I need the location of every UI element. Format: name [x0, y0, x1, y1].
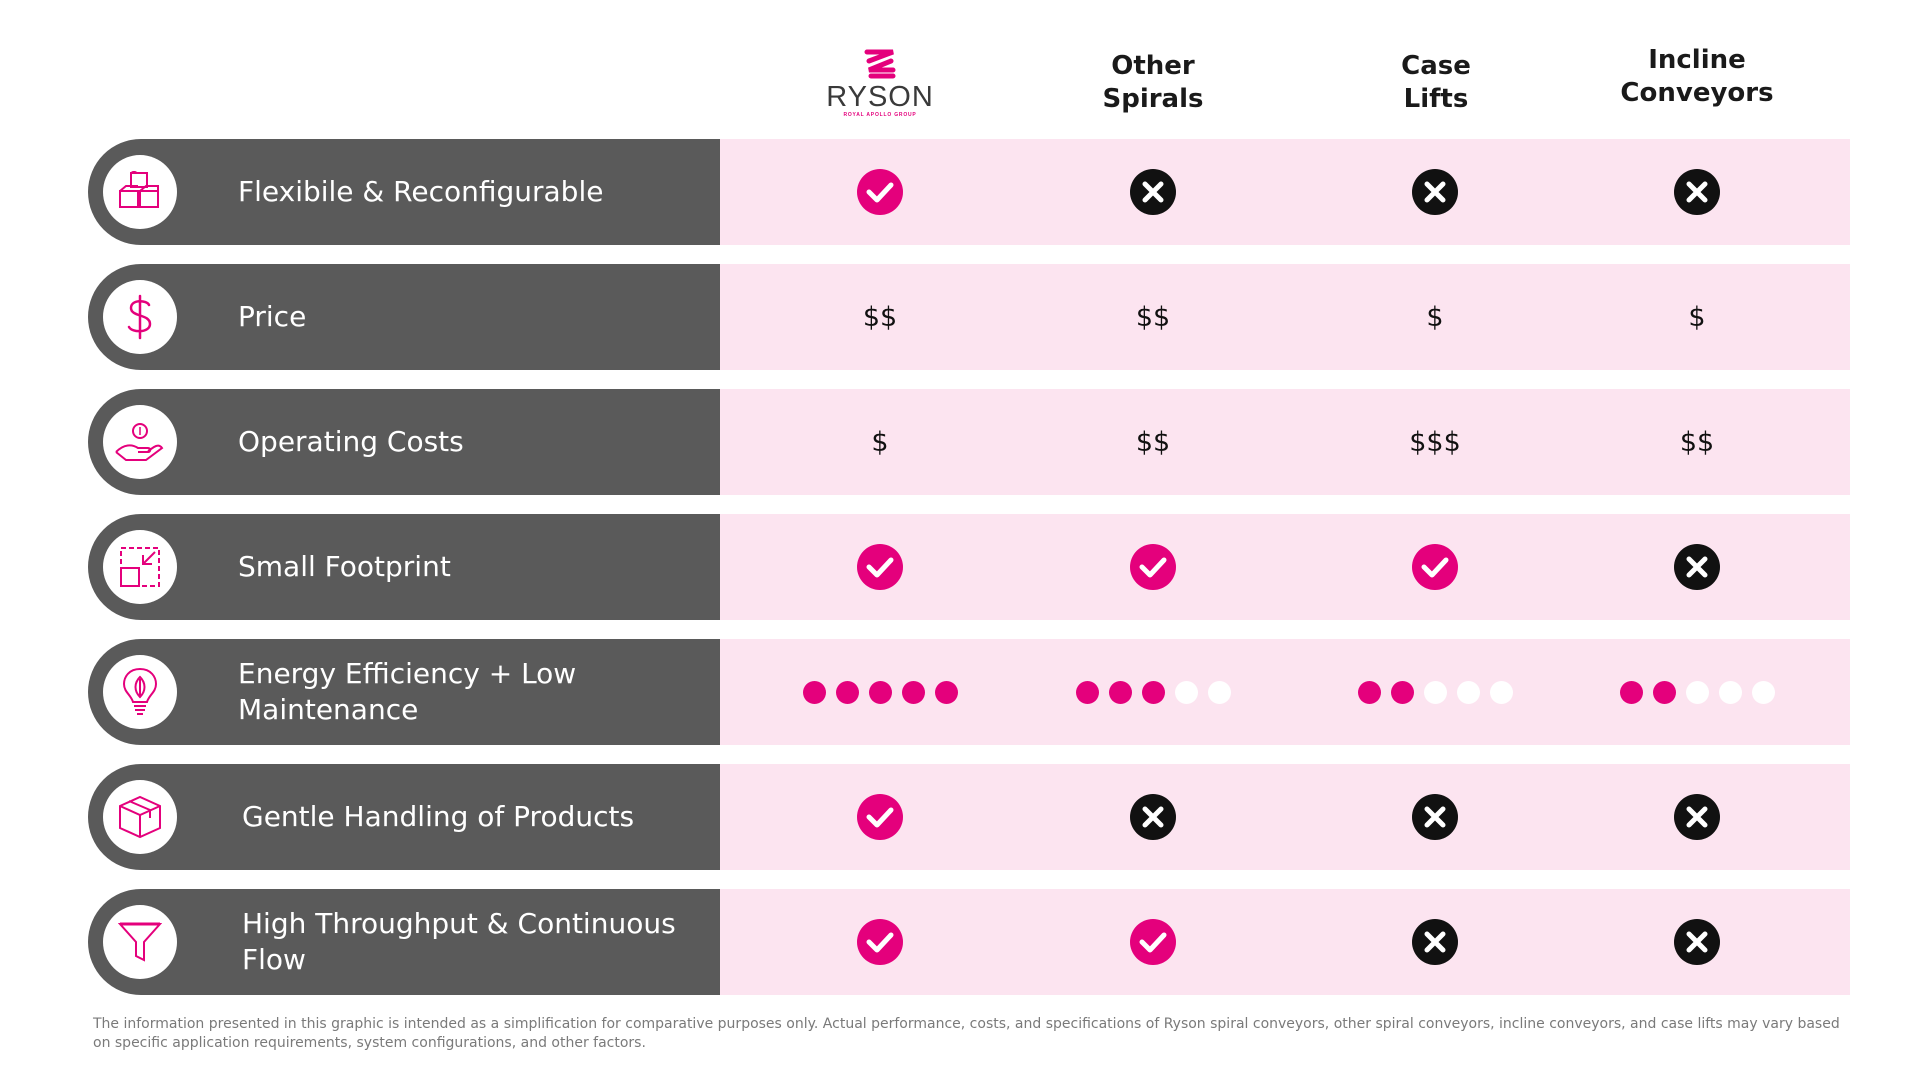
disclaimer-text: The information presented in this graphi… — [93, 1016, 1840, 1051]
table-row: Operating Costs $ $$ $$$ $$ — [88, 389, 1850, 495]
table-row: Small Footprint — [88, 514, 1850, 620]
table-row: High Throughput & Continuous Flow — [88, 889, 1850, 995]
rating-dot-filled — [1108, 680, 1132, 704]
box-icon — [103, 780, 177, 854]
column-header-incline-conveyors: Incline Conveyors — [1587, 44, 1807, 110]
dollar-icon — [103, 280, 177, 354]
brand-tagline: ROYAL APOLLO GROUP — [843, 112, 917, 118]
column-header-line: Conveyors — [1620, 78, 1774, 108]
cost-value: $$ — [1679, 426, 1715, 458]
rating-dot-empty — [1456, 680, 1480, 704]
column-header-line: Case — [1401, 51, 1471, 81]
rating-dots — [1587, 639, 1807, 745]
row-values-panel — [720, 889, 1850, 995]
rating-dots — [770, 639, 990, 745]
check-icon — [1043, 889, 1263, 995]
row-label-panel: Flexibile & Reconfigurable — [88, 139, 720, 245]
cross-icon — [1587, 889, 1807, 995]
check-icon — [1043, 514, 1263, 620]
cross-icon — [1587, 139, 1807, 245]
rating-dots — [1325, 639, 1545, 745]
rating-dot-empty — [1489, 680, 1513, 704]
table-row: Energy Efficiency + Low Maintenance — [88, 639, 1850, 745]
rating-dot-empty — [1423, 680, 1447, 704]
column-header-other-spirals: Other Spirals — [1043, 50, 1263, 116]
check-icon — [770, 889, 990, 995]
column-header-line: Other — [1111, 51, 1195, 81]
rating-dot-filled — [901, 680, 925, 704]
cross-icon — [1043, 139, 1263, 245]
rating-dot-empty — [1751, 680, 1775, 704]
row-values-panel: $$ $$ $ $ — [720, 264, 1850, 370]
check-icon — [770, 764, 990, 870]
row-label: Flexibile & Reconfigurable — [238, 175, 604, 208]
rating-dot-filled — [868, 680, 892, 704]
rating-dot-filled — [1357, 680, 1381, 704]
rating-dot-empty — [1207, 680, 1231, 704]
lightbulb-leaf-icon — [103, 655, 177, 729]
table-row: Gentle Handling of Products — [88, 764, 1850, 870]
cross-icon — [1587, 514, 1807, 620]
comparison-header: RYSON ROYAL APOLLO GROUP Other Spirals C… — [0, 40, 1920, 130]
cost-value: $ — [871, 426, 889, 458]
check-icon — [770, 514, 990, 620]
row-label: Small Footprint — [238, 550, 451, 583]
check-icon — [770, 139, 990, 245]
row-label-panel: Price — [88, 264, 720, 370]
column-header-line: Incline — [1648, 45, 1746, 75]
row-label-panel: Energy Efficiency + Low Maintenance — [88, 639, 720, 745]
row-label-panel: Operating Costs — [88, 389, 720, 495]
cross-icon — [1325, 764, 1545, 870]
row-values-panel: $ $$ $$$ $$ — [720, 389, 1850, 495]
rating-dots — [1043, 639, 1263, 745]
rating-dot-empty — [1718, 680, 1742, 704]
cost-value: $$ — [862, 301, 898, 333]
hand-coin-icon — [103, 405, 177, 479]
rating-dot-filled — [934, 680, 958, 704]
column-header-case-lifts: Case Lifts — [1326, 50, 1546, 116]
rating-dot-empty — [1685, 680, 1709, 704]
row-label: Gentle Handling of Products — [242, 800, 635, 833]
table-row: Price $$ $$ $ $ — [88, 264, 1850, 370]
row-label-panel: Small Footprint — [88, 514, 720, 620]
cross-icon — [1587, 764, 1807, 870]
column-header-line: Spirals — [1102, 84, 1204, 114]
rating-dot-filled — [1652, 680, 1676, 704]
row-label-panel: High Throughput & Continuous Flow — [88, 889, 720, 995]
row-label: Operating Costs — [238, 425, 464, 458]
ryson-logo: RYSON ROYAL APOLLO GROUP — [820, 48, 940, 130]
cost-value: $$$ — [1409, 426, 1461, 458]
cross-icon — [1325, 889, 1545, 995]
cross-icon — [1325, 139, 1545, 245]
ryson-spiral-mark — [864, 49, 896, 79]
row-values-panel — [720, 514, 1850, 620]
row-label: Energy Efficiency + Low Maintenance — [238, 657, 577, 726]
cost-value: $$ — [1135, 301, 1171, 333]
compress-icon — [103, 530, 177, 604]
table-row: Flexibile & Reconfigurable — [88, 139, 1850, 245]
rating-dot-filled — [1390, 680, 1414, 704]
rating-dot-filled — [802, 680, 826, 704]
rating-dot-filled — [1619, 680, 1643, 704]
cost-value: $ — [1688, 301, 1706, 333]
row-label-panel: Gentle Handling of Products — [88, 764, 720, 870]
rating-dot-empty — [1174, 680, 1198, 704]
funnel-icon — [103, 905, 177, 979]
cross-icon — [1043, 764, 1263, 870]
row-label: High Throughput & Continuous Flow — [242, 907, 676, 976]
cost-value: $ — [1426, 301, 1444, 333]
rating-dot-filled — [1075, 680, 1099, 704]
row-values-panel — [720, 639, 1850, 745]
cubes-icon — [103, 155, 177, 229]
check-icon — [1325, 514, 1545, 620]
column-header-line: Lifts — [1403, 84, 1469, 114]
rating-dot-filled — [835, 680, 859, 704]
rating-dot-filled — [1141, 680, 1165, 704]
row-label: Price — [238, 300, 307, 333]
brand-name: RYSON — [826, 81, 934, 113]
cost-value: $$ — [1135, 426, 1171, 458]
row-values-panel — [720, 764, 1850, 870]
row-values-panel — [720, 139, 1850, 245]
